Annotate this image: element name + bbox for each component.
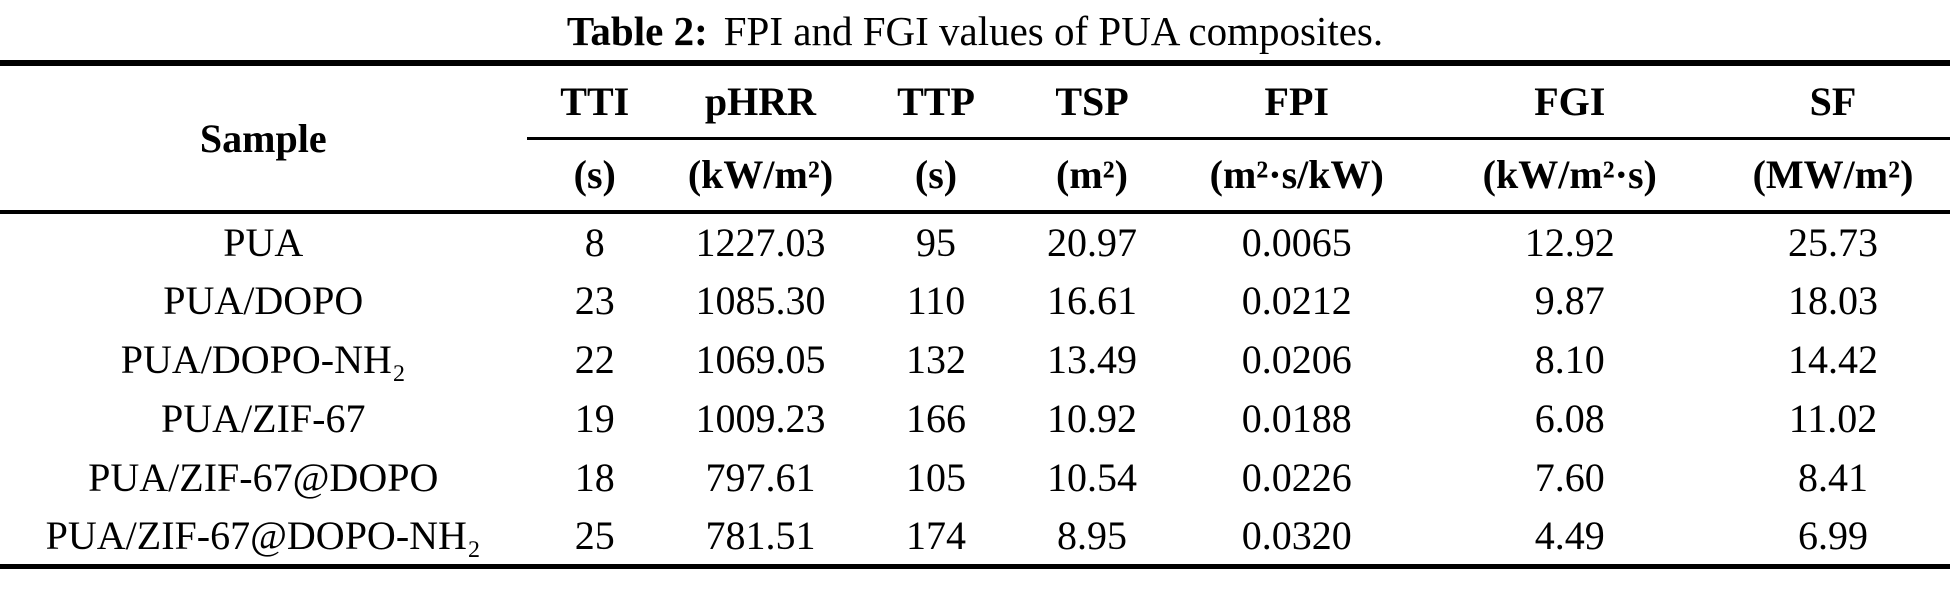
value-cell-fgi: 6.08: [1534, 396, 1605, 441]
column-header-sf: SF: [1716, 63, 1950, 140]
column-unit-phrr: (kW/m²): [663, 138, 858, 214]
value-cell-sf: 11.02: [1788, 396, 1878, 441]
value-cell-ttp: 110: [906, 278, 966, 323]
header-row-names: Sample TTI pHRR TTP TSP FPI FGI SF: [0, 63, 1950, 214]
column-header-ttp: TTP: [858, 63, 1014, 140]
value-cell-fpi: 0.0226: [1241, 455, 1352, 500]
value-cell-tsp: 13.49: [1047, 337, 1137, 382]
value-cell-fpi: 0.0212: [1241, 278, 1352, 323]
value-cell-ttp: 174: [906, 512, 966, 558]
value-cell-tti: 19: [574, 396, 615, 441]
value-cell-phrr: 1085.30: [695, 278, 826, 323]
value-cell-phrr: 1009.23: [695, 396, 826, 441]
column-header-fpi: FPI: [1170, 63, 1424, 140]
value-cell-ttp: 95: [916, 220, 956, 265]
value-cell-tsp: 16.61: [1047, 278, 1137, 323]
value-cell-fgi: 9.87: [1534, 278, 1605, 323]
table-row: PUA 8 1227.03 95 20.97 0.0065 12.92 25.73: [0, 212, 1950, 271]
value-cell-fgi: 12.92: [1524, 220, 1615, 265]
value-cell-sf: 18.03: [1788, 278, 1878, 323]
column-header-tsp: TSP: [1014, 63, 1170, 140]
column-unit-sf: (MW/m²): [1716, 138, 1950, 214]
value-cell-fgi: 8.10: [1534, 337, 1605, 382]
table-row: PUA/ZIF-67@DOPO-NH₂ 25 781.51 174 8.95 0.0320…: [0, 507, 1950, 566]
table-caption: Table 2: FPI and FGI values of PUA compos…: [0, 0, 1950, 60]
value-cell-fgi: 7.60: [1534, 455, 1605, 500]
column-header-sample: Sample: [0, 63, 527, 214]
column-header-phrr: pHRR: [663, 63, 858, 140]
sample-cell: PUA/ZIF-67@DOPO-NH₂: [45, 512, 481, 558]
sample-cell: PUA/ZIF-67: [161, 396, 366, 441]
value-cell-tti: 22: [574, 337, 615, 382]
sample-cell: PUA/ZIF-67@DOPO: [88, 455, 439, 500]
value-cell-tti: 25: [574, 512, 615, 558]
column-header-fgi: FGI: [1423, 63, 1716, 140]
table-header: Sample TTI pHRR TTP TSP FPI FGI SF (s) (kW/m²)(…: [0, 63, 1950, 214]
value-cell-fpi: 0.0206: [1241, 337, 1352, 382]
column-unit-fpi: (m²·s/kW): [1170, 138, 1424, 214]
data-table: Sample TTI pHRR TTP TSP FPI FGI SF (s) (kW/m²)(…: [0, 60, 1950, 569]
value-cell-tti: 8: [584, 220, 605, 265]
column-unit-ttp: (s): [858, 138, 1014, 214]
table-row: PUA/DOPO 23 1085.30 110 16.61 0.0212 9.87 18.03: [0, 271, 1950, 330]
value-cell-fpi: 0.0188: [1241, 396, 1352, 441]
column-header-tti: TTI: [526, 63, 663, 140]
table-body: PUA 8 1227.03 95 20.97 0.0065 12.92 25.73 PUA/DO…: [0, 212, 1950, 566]
value-cell-phrr: 797.61: [705, 455, 816, 500]
value-cell-sf: 6.99: [1798, 512, 1868, 558]
sample-cell: PUA: [223, 220, 304, 265]
column-unit-fgi: (kW/m²·s): [1423, 138, 1716, 214]
table-row: PUA/ZIF-67@DOPO 18 797.61 105 10.54 0.0226 7.6…: [0, 448, 1950, 507]
value-cell-phrr: 1069.05: [695, 337, 826, 382]
value-cell-fpi: 0.0320: [1241, 512, 1352, 558]
table-row: PUA/ZIF-67 19 1009.23 166 10.92 0.0188 6.08 11.…: [0, 389, 1950, 448]
value-cell-tsp: 10.54: [1047, 455, 1137, 500]
value-cell-fgi: 4.49: [1534, 512, 1605, 558]
value-cell-tsp: 10.92: [1047, 396, 1137, 441]
header-row-units: (s) (kW/m²) (s) (m²) (m²·s/kW) (kW/m²·s) (MW/m…: [0, 138, 1950, 214]
sample-cell: PUA/DOPO-NH₂: [120, 337, 406, 382]
value-cell-tti: 18: [574, 455, 615, 500]
sample-cell: PUA/DOPO: [163, 278, 364, 323]
table-caption-label: Table 2:: [566, 8, 708, 54]
value-cell-sf: 25.73: [1788, 220, 1878, 265]
table-row: PUA/DOPO-NH₂ 22 1069.05 132 13.49 0.0206 8.10 1…: [0, 330, 1950, 389]
value-cell-ttp: 105: [906, 455, 966, 500]
value-cell-sf: 14.42: [1788, 337, 1878, 382]
value-cell-sf: 8.41: [1798, 455, 1868, 500]
value-cell-ttp: 132: [906, 337, 966, 382]
table-caption-text: FPI and FGI values of PUA composites.: [723, 8, 1384, 54]
value-cell-ttp: 166: [906, 396, 966, 441]
document-page: Table 2: FPI and FGI values of PUA compos…: [0, 0, 1950, 569]
value-cell-phrr: 1227.03: [695, 220, 826, 265]
value-cell-tsp: 8.95: [1057, 512, 1127, 558]
column-unit-tti: (s): [526, 138, 663, 214]
value-cell-tti: 23: [574, 278, 615, 323]
value-cell-fpi: 0.0065: [1241, 220, 1352, 265]
column-unit-tsp: (m²): [1014, 138, 1170, 214]
value-cell-phrr: 781.51: [705, 512, 816, 558]
value-cell-tsp: 20.97: [1047, 220, 1137, 265]
